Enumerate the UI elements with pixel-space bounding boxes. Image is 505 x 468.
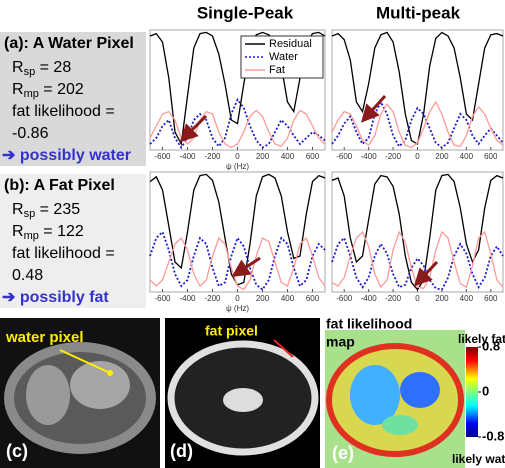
likelihood: 0.48: [12, 267, 43, 284]
column-header: Multi-peak: [376, 3, 461, 22]
x-tick-label: 400: [281, 294, 295, 303]
x-tick-label: -200: [204, 152, 221, 161]
row-title: (b): A Fat Pixel: [4, 177, 115, 194]
x-tick-label: -400: [179, 294, 196, 303]
val: = 122: [39, 223, 84, 240]
x-tick-label: 200: [256, 152, 270, 161]
x-tick-label: -200: [204, 294, 221, 303]
x-tick-label: 600: [306, 294, 320, 303]
pointer-dot: [107, 370, 113, 376]
r-mp: Rmp = 202: [12, 81, 84, 100]
conclusion: ➔ possibly fat: [2, 289, 109, 306]
colorbar-bottom: likely water: [452, 452, 505, 466]
plot-frame: [150, 172, 325, 292]
r-mp: Rmp = 122: [12, 223, 84, 242]
image-label: fat pixel: [205, 323, 258, 339]
x-tick-label: 200: [435, 294, 449, 303]
region: [382, 415, 418, 435]
x-tick-label: -200: [385, 294, 402, 303]
x-tick-label: 0: [415, 294, 420, 303]
conclusion: ➔ possibly water: [2, 147, 131, 164]
x-tick-label: 0: [415, 152, 420, 161]
sym: R: [12, 201, 24, 218]
panel-label: (d): [170, 441, 193, 461]
column-header: Single-Peak: [197, 3, 294, 22]
likelihood-label: fat likelihood =: [12, 103, 115, 120]
sym: R: [12, 59, 24, 76]
sub: mp: [24, 230, 39, 242]
colorbar: [466, 347, 478, 437]
x-axis-label: ψ (Hz): [226, 304, 249, 313]
x-tick-label: 200: [435, 152, 449, 161]
sym: R: [12, 223, 24, 240]
legend-label: Fat: [269, 64, 285, 76]
x-tick-label: 0: [235, 294, 240, 303]
sym: R: [12, 81, 24, 98]
legend-label: Residual: [269, 38, 312, 50]
likelihood: -0.86: [12, 125, 49, 142]
x-tick-label: 400: [460, 294, 474, 303]
organ: [26, 365, 70, 425]
sub: sp: [24, 208, 36, 220]
x-tick-label: -600: [154, 294, 171, 303]
colorbar-tick-label: 0.8: [482, 338, 500, 353]
colorbar-tick-label: -0.8: [482, 428, 504, 443]
x-tick-label: 600: [484, 152, 498, 161]
x-tick-label: 400: [460, 152, 474, 161]
likelihood-label: fat likelihood =: [12, 245, 115, 262]
map-title: map: [326, 334, 355, 350]
x-tick-label: -400: [361, 294, 378, 303]
r-sp: Rsp = 235: [12, 201, 80, 220]
x-tick-label: -400: [179, 152, 196, 161]
plot-frame: [332, 172, 503, 292]
row-title: (a): A Water Pixel: [4, 35, 134, 52]
organ: [223, 388, 263, 412]
sub: mp: [24, 88, 39, 100]
x-tick-label: -600: [154, 152, 171, 161]
x-tick-label: -400: [361, 152, 378, 161]
map-title: fat likelihood: [326, 316, 412, 332]
charts: -600 -400 -200 0 200 400 600 ψ (Hz) ResidualWate…: [150, 30, 503, 313]
colorbar-tick-label: 0: [482, 383, 489, 398]
x-tick-label: 600: [306, 152, 320, 161]
x-tick-label: -200: [385, 152, 402, 161]
panel-label: (e): [332, 443, 354, 463]
figure: Single-Peak Multi-peak (a): A Water Pixe…: [0, 0, 505, 468]
region: [400, 372, 440, 408]
x-tick-label: 0: [235, 152, 240, 161]
x-tick-label: -600: [336, 294, 353, 303]
r-sp: Rsp = 28: [12, 59, 71, 78]
sub: sp: [24, 66, 36, 78]
x-axis-label: ψ (Hz): [226, 162, 249, 171]
x-tick-label: -600: [336, 152, 353, 161]
colorbar-axis: 0.8 0 -0.8: [478, 338, 504, 443]
val: = 235: [35, 201, 80, 218]
panel-label: (c): [6, 441, 28, 461]
val: = 202: [39, 81, 84, 98]
x-tick-label: 200: [256, 294, 270, 303]
legend-label: Water: [269, 51, 298, 63]
x-tick-label: 400: [281, 152, 295, 161]
image-label: water pixel: [5, 329, 84, 346]
x-tick-label: 600: [484, 294, 498, 303]
val: = 28: [35, 59, 71, 76]
